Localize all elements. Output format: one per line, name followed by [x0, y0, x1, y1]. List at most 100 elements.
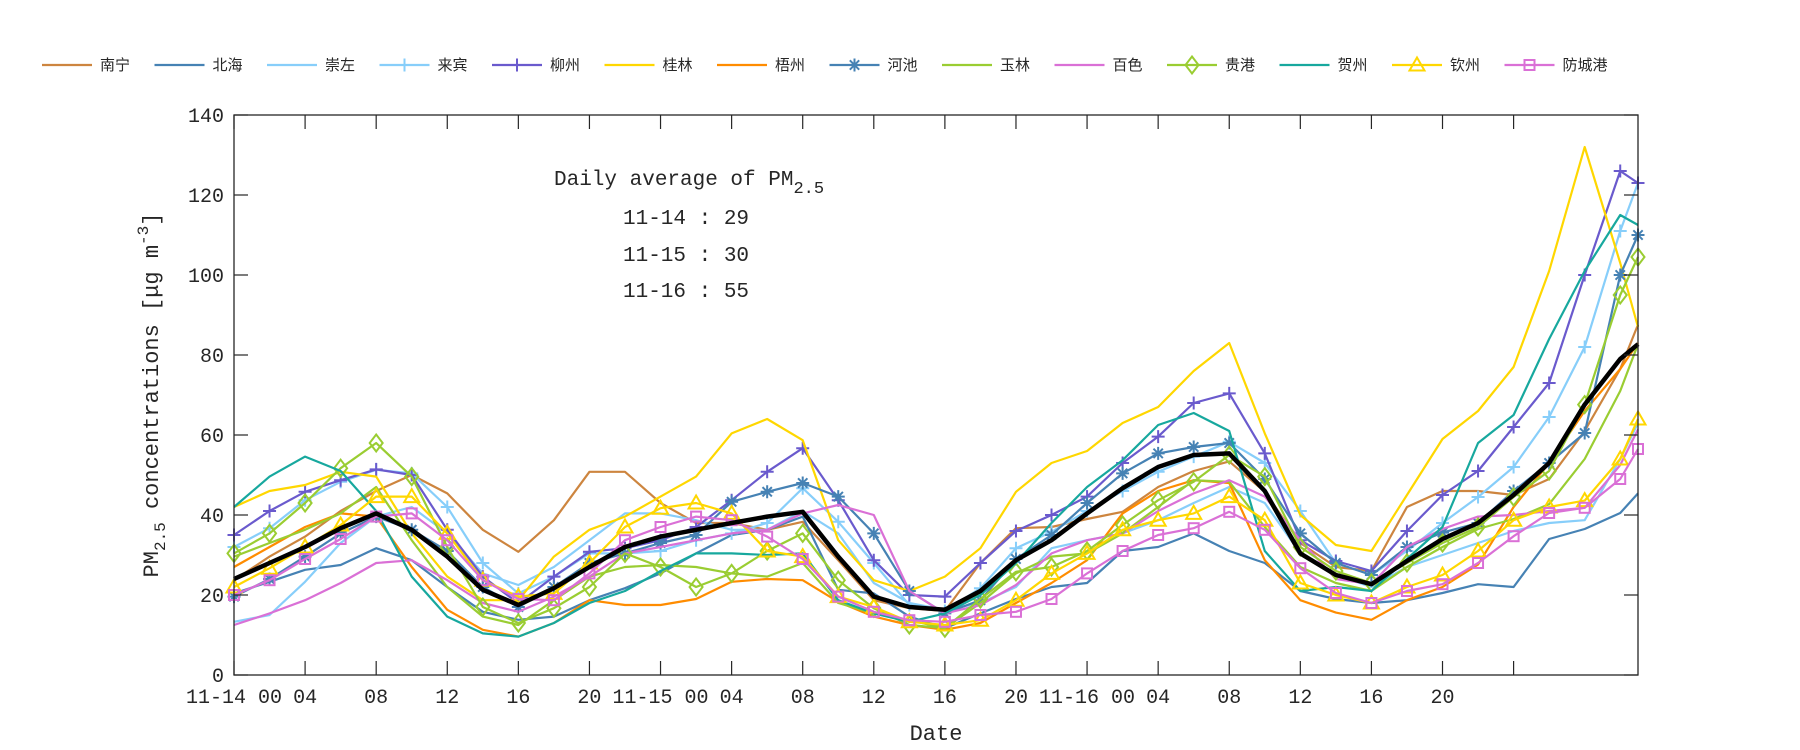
series-11-line	[233, 256, 1639, 630]
series-13-marker	[722, 503, 741, 520]
x-tick-label: 20	[577, 687, 601, 710]
annotation-line-2: 11-15 : 30	[623, 245, 749, 268]
series-13-marker	[1291, 573, 1310, 590]
series-14-marker	[334, 533, 347, 545]
series-14-marker	[1365, 597, 1378, 609]
series-13-marker	[757, 541, 777, 558]
series-13-marker	[935, 615, 955, 632]
legend-marker	[398, 58, 411, 72]
series-6-line	[233, 145, 1640, 602]
x-tick-label: 08	[1217, 687, 1241, 710]
series-14-marker	[299, 553, 312, 565]
x-axis-label: Date	[910, 722, 963, 747]
series-11-marker	[1043, 556, 1060, 578]
y-tick-label: 80	[200, 346, 224, 369]
series-14-marker	[1223, 505, 1236, 518]
y-tick-label: 140	[188, 106, 224, 129]
series-14-marker	[405, 507, 418, 520]
legend-item: 柳州	[492, 56, 580, 74]
y-label-main: PM	[140, 551, 165, 577]
series-8-marker	[760, 485, 774, 499]
series-13-line	[233, 418, 1640, 627]
series-13-marker	[651, 498, 670, 515]
x-tick-label: 04	[720, 687, 744, 710]
series-14-marker	[547, 594, 560, 607]
series-14-marker	[1258, 523, 1271, 536]
series-14-marker	[1329, 587, 1342, 599]
series-11-marker	[794, 523, 811, 544]
x-tick-label: 16	[1359, 687, 1383, 710]
legend-label: 河池	[888, 56, 918, 74]
series-5-marker	[760, 465, 774, 479]
legend: 南宁 北海 崇左 来宾 柳州 桂林 梧州 河池 玉林 百色 贵港 贺州 钦州 防城港	[42, 54, 1608, 76]
series-11-marker	[1008, 561, 1024, 582]
series-14-marker	[938, 615, 951, 628]
series-14-marker	[832, 590, 845, 603]
series-11-marker	[368, 432, 384, 454]
legend-label: 北海	[213, 56, 243, 74]
series-13-marker	[1148, 510, 1168, 527]
x-tick-label: 04	[293, 687, 317, 710]
series-6-line-group	[233, 145, 1640, 602]
x-tick-label: 11-16 00	[1039, 687, 1135, 710]
series-14-marker	[263, 574, 276, 587]
series-11-marker	[581, 576, 598, 598]
series-8-marker	[1436, 526, 1450, 540]
annotation-title: Daily average of PM2.5	[554, 169, 824, 199]
plot-area	[234, 115, 1638, 675]
series-11-marker	[1150, 490, 1166, 511]
annotation-line-3: 11-16 : 55	[623, 281, 749, 304]
series-14-marker	[1472, 557, 1485, 569]
x-tick-label: 04	[1146, 687, 1170, 710]
y-label-rest: concentrations [μg m	[140, 245, 165, 522]
legend-label: 百色	[1113, 56, 1143, 74]
series-8-marker	[654, 536, 668, 550]
legend-label: 来宾	[438, 56, 468, 74]
series-14-marker	[1152, 529, 1165, 541]
x-tick-label: 20	[1004, 687, 1028, 710]
legend-item: 玉林	[942, 56, 1030, 74]
legend-item: 贵港	[1167, 54, 1255, 76]
legend-marker	[848, 58, 861, 72]
legend-item: 百色	[1054, 56, 1143, 74]
legend-marker	[1407, 55, 1427, 72]
series-13-marker	[509, 587, 528, 604]
legend-item: 贺州	[1279, 56, 1368, 74]
legend-marker	[1184, 54, 1200, 76]
series-14-marker	[1614, 473, 1627, 485]
series-13-marker	[1042, 563, 1061, 580]
x-tick-label: 16	[506, 687, 530, 710]
series-8-marker	[1045, 528, 1059, 542]
series-13-marker	[1610, 449, 1630, 466]
series-4-marker	[831, 515, 845, 529]
series-14-marker	[903, 614, 916, 627]
series-11-marker	[1257, 466, 1273, 487]
series-14-marker	[1116, 545, 1129, 557]
annotation-title-main: Daily average of PM	[554, 169, 793, 192]
series-5-marker	[369, 462, 383, 476]
series-11-marker	[723, 563, 740, 584]
y-tick-label: 40	[200, 506, 224, 529]
x-tick-label: 08	[791, 687, 815, 710]
series-5-marker	[1400, 524, 1414, 538]
y-tick-label: 120	[188, 186, 224, 209]
series-14-marker	[1400, 585, 1413, 597]
annotation-title-sub: 2.5	[793, 180, 824, 199]
series-5-marker	[1151, 430, 1165, 444]
series-14-marker	[1578, 501, 1591, 514]
series-11-marker	[759, 540, 775, 562]
legend-item: 桂林	[604, 56, 693, 74]
series-8-marker	[440, 544, 454, 558]
series-13-marker	[686, 493, 706, 510]
series-5-marker	[796, 441, 810, 455]
series-8-marker	[1507, 484, 1521, 498]
legend-item: 防城港	[1504, 56, 1608, 74]
series-layer	[224, 145, 1648, 639]
series-8-marker	[725, 495, 739, 509]
legend-marker	[1523, 59, 1536, 71]
y-tick-label: 20	[200, 586, 224, 609]
series-13-marker	[260, 558, 279, 575]
series-14-marker	[1436, 578, 1449, 591]
series-8-marker	[1080, 496, 1094, 510]
series-13-marker	[1006, 590, 1026, 607]
